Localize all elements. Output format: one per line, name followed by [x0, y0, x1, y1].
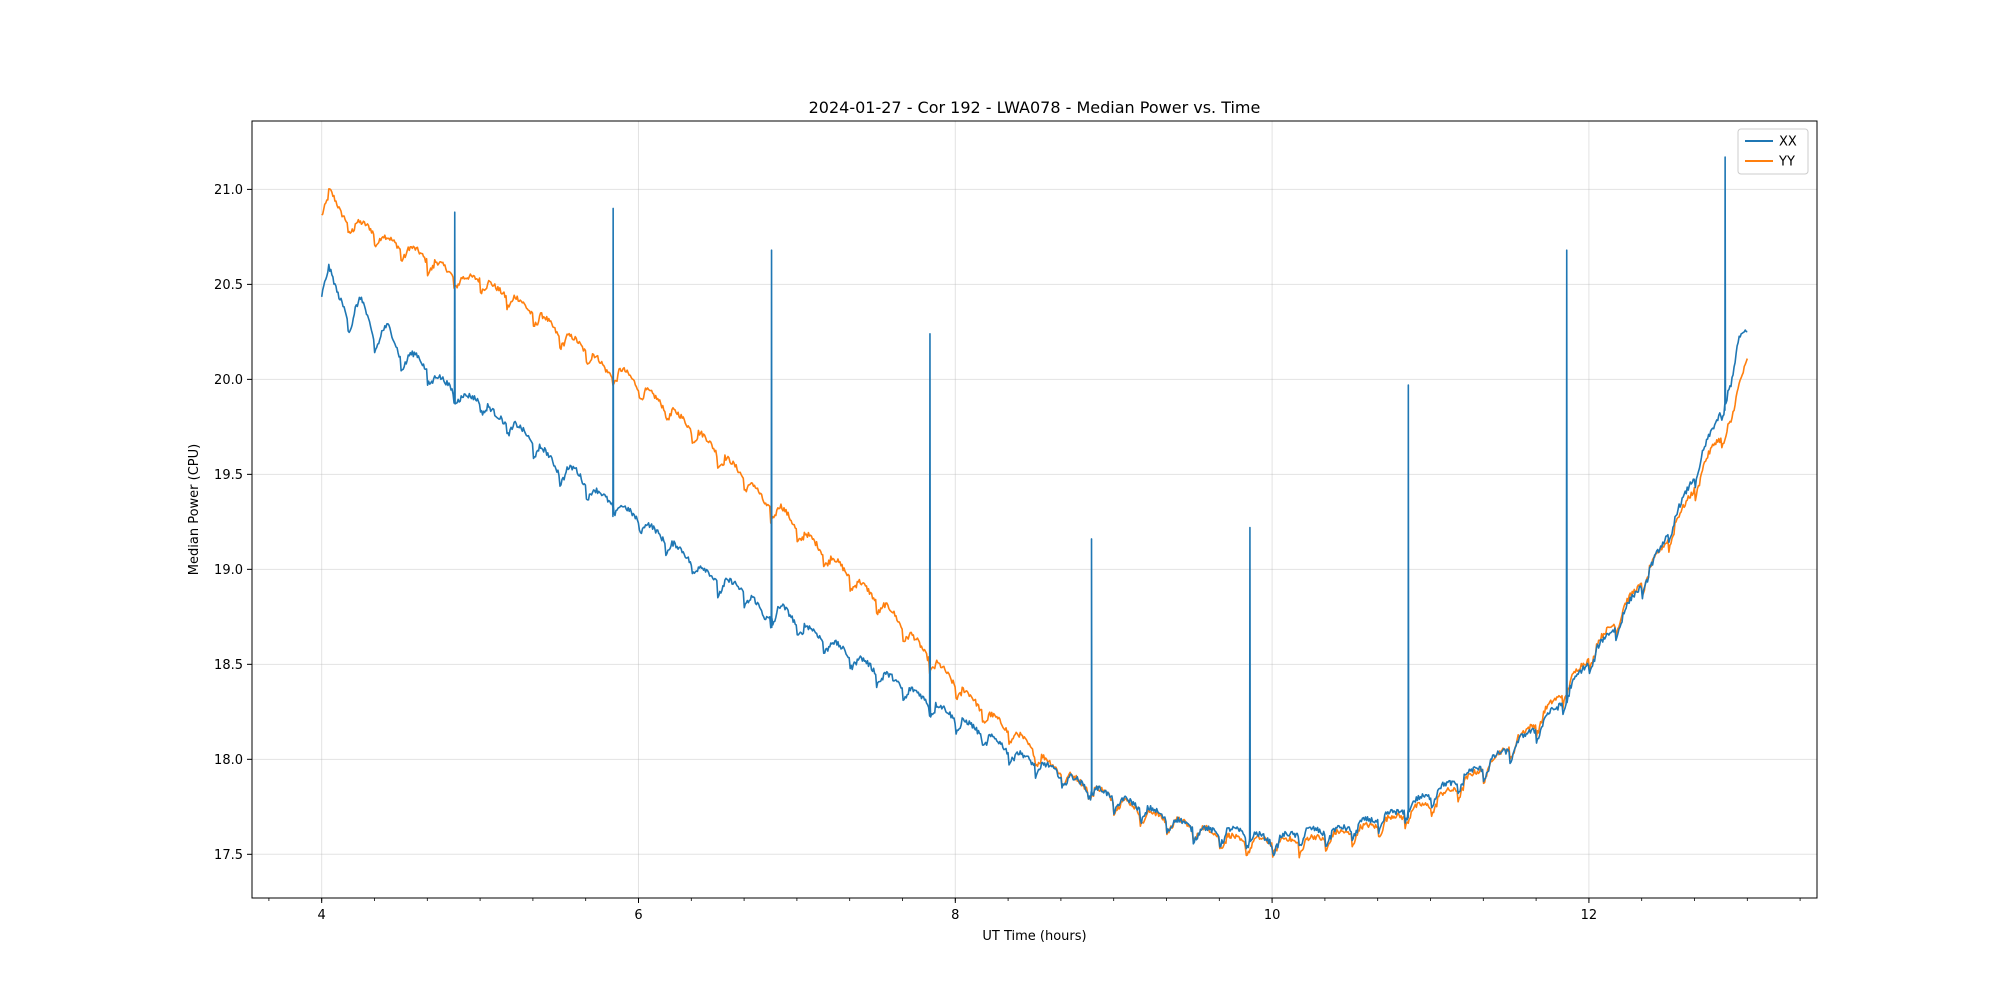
y-tick-label: 17.5 — [214, 848, 243, 863]
chart-title: 2024-01-27 - Cor 192 - LWA078 - Median P… — [809, 98, 1261, 117]
axes-frame — [251, 120, 1818, 899]
legend-box — [1737, 128, 1809, 175]
plot-series — [320, 156, 1749, 859]
axis-ticks: 4 6 8 10 12 17.5 18.0 18.5 19.0 19.5 20.0 20.5 21.0 — [214, 183, 1801, 923]
series-line-yy — [321, 188, 1749, 859]
x-tick-label: 12 — [1581, 908, 1598, 923]
grid — [252, 121, 1817, 898]
y-axis-label: Median Power (CPU) — [187, 444, 202, 575]
y-tick-label: 18.5 — [214, 658, 243, 673]
x-tick-label: 6 — [634, 908, 642, 923]
y-tick-label: 20.0 — [214, 373, 243, 388]
legend-label-yy: YY — [1778, 155, 1795, 170]
y-tick-label: 21.0 — [214, 183, 243, 198]
x-tick-label: 4 — [318, 908, 326, 923]
x-tick-label: 8 — [951, 908, 959, 923]
legend-label-xx: XX — [1779, 135, 1797, 150]
y-tick-label: 19.0 — [214, 563, 243, 578]
legend: XX YY — [1737, 128, 1809, 175]
y-tick-label: 19.5 — [214, 468, 243, 483]
y-tick-label: 20.5 — [214, 278, 243, 293]
x-axis-label: UT Time (hours) — [982, 929, 1086, 944]
y-tick-label: 18.0 — [214, 753, 243, 768]
series-line-xx — [320, 156, 1748, 857]
x-tick-label: 10 — [1264, 908, 1281, 923]
